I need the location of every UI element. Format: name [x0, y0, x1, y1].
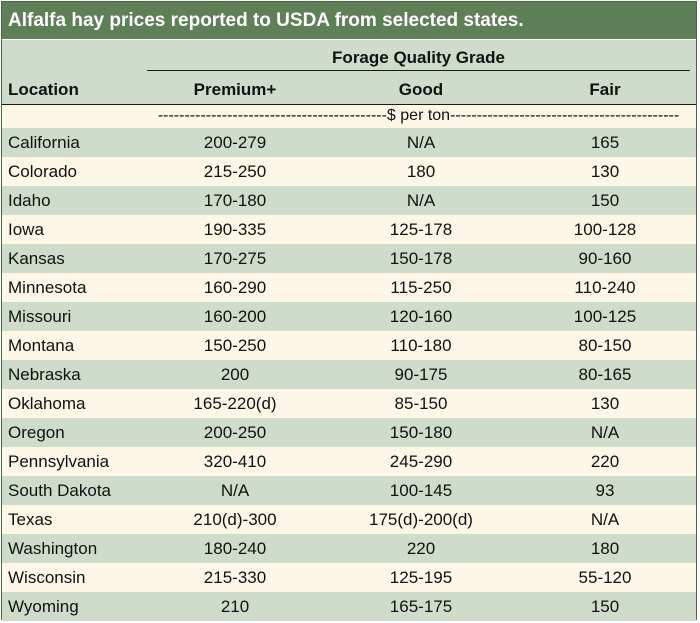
- cell-good: 90-175: [394, 365, 448, 384]
- cell-fair: 180: [590, 539, 620, 558]
- table-row: Idaho 170-180 N/A 150: [2, 186, 696, 215]
- cell-fair: 80-150: [578, 336, 632, 355]
- table-row: Missouri 160-200 120-160 100-125: [2, 302, 696, 331]
- cell-good: 180: [406, 162, 436, 181]
- cell-location: South Dakota: [8, 481, 112, 500]
- column-header-premium: Premium+: [193, 80, 277, 99]
- cell-fair: 130: [590, 162, 620, 181]
- cell-premium: 215-250: [203, 162, 267, 181]
- cell-fair: N/A: [590, 510, 620, 529]
- cell-location: Montana: [8, 336, 75, 355]
- cell-location: California: [8, 133, 80, 152]
- cell-premium: 180-240: [203, 539, 267, 558]
- table-body: California 200-279 N/A 165 Colorado 215-250 18…: [2, 128, 696, 621]
- cell-fair: 55-120: [578, 568, 632, 587]
- cell-location: Nebraska: [8, 365, 81, 384]
- cell-location: Washington: [8, 539, 98, 558]
- cell-good: 150-178: [389, 249, 453, 268]
- cell-fair: 150: [590, 597, 620, 616]
- cell-location: Pennsylvania: [8, 452, 110, 471]
- cell-good: 115-250: [390, 278, 452, 297]
- table-row: Iowa 190-335 125-178 100-128: [2, 215, 696, 244]
- cell-premium: 215-330: [203, 568, 267, 587]
- column-header-good: Good: [398, 80, 444, 99]
- unit-row: ----------------------------------------…: [2, 104, 696, 128]
- cell-fair: 165: [590, 133, 620, 152]
- cell-premium: 170-180: [203, 191, 267, 210]
- table-row: Minnesota 160-290 115-250 110-240: [2, 273, 696, 302]
- cell-fair: 220: [590, 452, 620, 471]
- cell-good: N/A: [406, 191, 436, 210]
- cell-location: Iowa: [8, 220, 44, 239]
- cell-fair: N/A: [590, 423, 620, 442]
- cell-good: 120-160: [389, 307, 453, 326]
- cell-location: Oklahoma: [8, 394, 86, 413]
- cell-fair: 110-240: [574, 278, 636, 297]
- table-row: South Dakota N/A 100-145 93: [2, 476, 696, 505]
- cell-premium: 200-279: [203, 133, 267, 152]
- cell-premium: 200-250: [203, 423, 267, 442]
- table-row: Wisconsin 215-330 125-195 55-120: [2, 563, 696, 592]
- cell-premium: 160-200: [203, 307, 267, 326]
- cell-good: 100-145: [389, 481, 453, 500]
- cell-fair: 80-165: [578, 365, 632, 384]
- cell-location: Minnesota: [8, 278, 87, 297]
- table-row: California 200-279 N/A 165: [2, 128, 696, 157]
- cell-good: 125-178: [389, 220, 453, 239]
- cell-fair: 150: [590, 191, 620, 210]
- cell-location: Texas: [8, 510, 53, 529]
- cell-good: 175(d)-200(d): [369, 510, 473, 529]
- cell-premium: 165-220(d): [193, 394, 277, 413]
- table-row: Nebraska 200 90-175 80-165: [2, 360, 696, 389]
- cell-good: 245-290: [389, 452, 453, 471]
- column-header-fair: Fair: [589, 80, 621, 99]
- table-row: Texas 210(d)-300 175(d)-200(d) N/A: [2, 505, 696, 534]
- cell-location: Idaho: [8, 191, 51, 210]
- table-row: Washington 180-240 220 180: [2, 534, 696, 563]
- table-row: Montana 150-250 110-180 80-150: [2, 331, 696, 360]
- cell-premium: 170-275: [203, 249, 267, 268]
- cell-premium: 150-250: [203, 336, 267, 355]
- group-header: Forage Quality Grade: [147, 46, 690, 71]
- cell-fair: 100-125: [573, 307, 637, 326]
- table-row: Oregon 200-250 150-180 N/A: [2, 418, 696, 447]
- cell-location: Missouri: [8, 307, 72, 326]
- cell-location: Colorado: [8, 162, 77, 181]
- cell-premium: N/A: [220, 481, 250, 500]
- cell-fair: 90-160: [578, 249, 632, 268]
- table-row: Oklahoma 165-220(d) 85-150 130: [2, 389, 696, 418]
- cell-good: N/A: [406, 133, 436, 152]
- column-header-location: Location: [8, 80, 79, 99]
- table-row: Wyoming 210 165-175 150: [2, 592, 696, 621]
- cell-location: Oregon: [8, 423, 65, 442]
- cell-premium: 210(d)-300: [193, 510, 277, 529]
- cell-good: 220: [406, 539, 436, 558]
- cell-good: 110-180: [390, 336, 452, 355]
- table-title: Alfalfa hay prices reported to USDA from…: [2, 2, 696, 40]
- cell-premium: 160-290: [203, 278, 267, 297]
- cell-premium: 200: [220, 365, 250, 384]
- table-row: Pennsylvania 320-410 245-290 220: [2, 447, 696, 476]
- unit-label: ----------------------------------------…: [157, 107, 680, 124]
- cell-fair: 100-128: [573, 220, 637, 239]
- cell-good: 150-180: [389, 423, 453, 442]
- table-row: Kansas 170-275 150-178 90-160: [2, 244, 696, 273]
- cell-premium: 190-335: [203, 220, 267, 239]
- cell-premium: 320-410: [203, 452, 267, 471]
- cell-fair: 130: [590, 394, 620, 413]
- table-header: Forage Quality Grade Location Premium+ G…: [2, 40, 696, 104]
- cell-location: Kansas: [8, 249, 65, 268]
- cell-good: 125-195: [389, 568, 453, 587]
- cell-premium: 210: [220, 597, 250, 616]
- cell-location: Wyoming: [8, 597, 79, 616]
- cell-good: 165-175: [389, 597, 453, 616]
- table-row: Colorado 215-250 180 130: [2, 157, 696, 186]
- cell-fair: 93: [595, 481, 615, 500]
- cell-good: 85-150: [394, 394, 448, 413]
- cell-location: Wisconsin: [8, 568, 86, 587]
